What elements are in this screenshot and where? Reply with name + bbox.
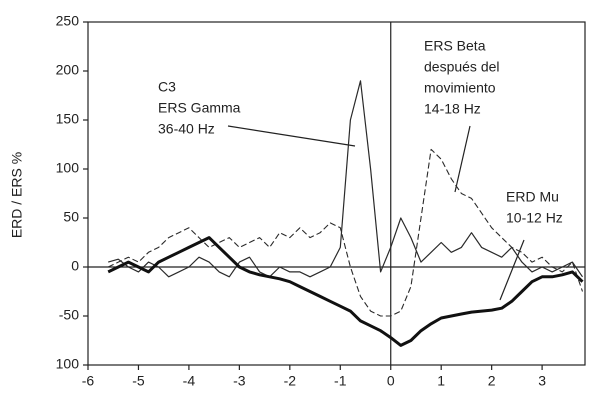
annotation: 10-12 Hz — [506, 210, 563, 226]
x-tick-label: 0 — [387, 373, 395, 389]
leader-line — [499, 239, 525, 301]
y-tick-label: 100 — [56, 356, 80, 372]
x-tick-label: -4 — [183, 373, 196, 389]
annotation: después del — [424, 59, 500, 75]
x-tick-label: 3 — [538, 373, 546, 389]
x-tick-label: 1 — [437, 373, 445, 389]
series-line — [107, 236, 584, 347]
y-tick-label: 150 — [56, 111, 80, 127]
y-tick-label: 250 — [56, 13, 80, 29]
series-line — [108, 80, 583, 278]
y-tick-label: 50 — [63, 209, 79, 225]
x-tick-label: -1 — [334, 373, 347, 389]
x-tick-label: -3 — [233, 373, 246, 389]
plot-frame — [87, 21, 586, 366]
annotation: ERS Beta — [424, 38, 486, 54]
leader-line — [454, 125, 471, 193]
y-tick-label: 200 — [56, 62, 80, 78]
y-tick-label: 100 — [56, 160, 80, 176]
y-tick-label: -50 — [59, 307, 79, 323]
x-tick-label: -2 — [284, 373, 297, 389]
annotation: 36-40 Hz — [158, 121, 215, 137]
y-tick-label: 0 — [71, 258, 79, 274]
annotation: ERS Gamma — [158, 100, 241, 116]
y-axis-label: ERD / ERS % — [9, 152, 25, 238]
series-line — [107, 148, 584, 317]
x-tick-label: -6 — [82, 373, 95, 389]
annotation: ERD Mu — [506, 189, 559, 205]
annotation: movimiento — [424, 80, 496, 96]
leader-line — [227, 125, 356, 147]
x-tick-label: -5 — [132, 373, 145, 389]
annotation: 14-18 Hz — [424, 101, 481, 117]
annotation: C3 — [158, 79, 176, 95]
x-tick-label: 2 — [488, 373, 496, 389]
